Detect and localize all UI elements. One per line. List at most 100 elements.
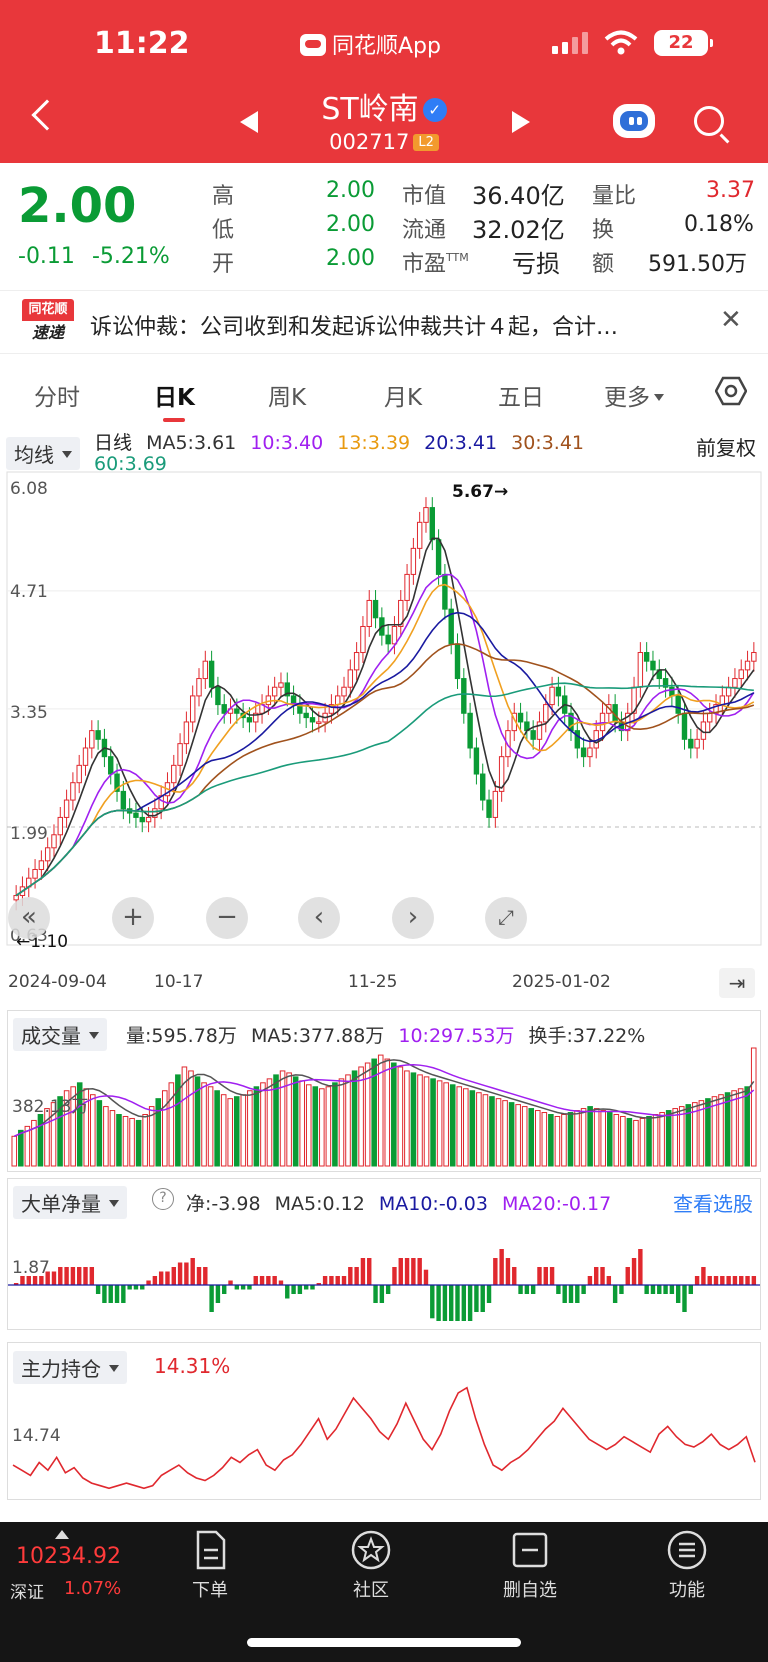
volume-bar [201,1082,207,1167]
jump-latest-icon[interactable]: ⇥ [719,968,755,998]
zoom-in-button[interactable]: + [112,897,154,939]
net-order-bar [240,1285,246,1290]
volume-bar [665,1110,672,1167]
volume-bar [70,1086,76,1167]
bigorder-indicator-select[interactable]: 大单净量 [13,1186,127,1219]
nav-community[interactable]: 社区 [316,1528,426,1602]
volume-bar [31,1119,37,1167]
price-change: -0.11 -5.21% [18,244,170,269]
net-order-bar [556,1285,561,1294]
kline-chart[interactable] [0,0,768,1520]
candle-body [328,704,335,714]
nav-remove-watchlist[interactable]: 删自选 [475,1528,585,1602]
nav-remove-watchlist-label: 删自选 [503,1580,557,1601]
net-order-bar [398,1258,403,1285]
help-icon[interactable]: ? [152,1188,174,1210]
candle-body [347,669,354,688]
volume-indicator-select[interactable]: 成交量 [13,1018,107,1051]
order-icon [196,1530,226,1570]
volume-tick: 382.13万 [12,1097,89,1117]
nav-order[interactable]: 下单 [155,1528,265,1602]
nav-functions[interactable]: 功能 [632,1528,742,1602]
y-tick-label: 6.08 [10,479,48,499]
news-text[interactable]: 诉讼仲裁：公司收到和发起诉讼仲裁共计４起，合计… [90,315,619,340]
next-stock-icon[interactable] [512,111,530,133]
ma5-value: MA5:3.61 [146,432,237,454]
volume-bar [142,1114,148,1167]
volume-bar [489,1096,495,1167]
volume-bar [18,1129,24,1167]
index-percent[interactable]: 1.07% [64,1578,122,1599]
index-value[interactable]: 10234.92 [16,1544,121,1569]
volume-bar [247,1090,253,1167]
pan-left-button[interactable]: ‹ [298,897,340,939]
view-screener-link[interactable]: 查看选股 [673,1192,753,1216]
volume-ratio-value: 3.37 [706,178,755,203]
level2-badge: L2 [413,134,439,151]
tab-intraday[interactable]: 分时 [34,385,80,411]
search-icon[interactable] [694,106,724,136]
volume-bar [122,1115,129,1167]
close-icon[interactable]: ✕ [720,305,742,335]
indicator-select[interactable]: 均线 [6,437,80,470]
robot-assistant-icon[interactable] [613,104,655,138]
net-order-bar [385,1285,391,1294]
net-order-bar [222,1285,227,1294]
volume-bar [443,1082,449,1167]
fullscreen-icon[interactable]: ⤢ [485,897,527,939]
index-name[interactable]: 深证 [10,1583,44,1603]
ma60-line [15,682,754,897]
net-order-bar [196,1267,202,1285]
x-tick-label: 2024-09-04 [8,972,107,992]
net-order-bar [45,1271,50,1285]
volume-bar [554,1115,561,1167]
news-logo-bottom: 速递 [31,323,64,342]
candle-body [725,686,732,697]
net-order-bar [467,1285,473,1321]
pan-right-button[interactable]: › [392,897,434,939]
volume-ma5-line [13,1059,755,1137]
candle-body [675,695,681,714]
wifi-icon [604,30,638,62]
volume-bar [639,1117,646,1167]
chart-settings-icon[interactable] [715,376,747,406]
shrink-icon[interactable]: « [8,897,50,939]
candle-body [89,730,95,749]
net-order-bar [587,1276,593,1285]
news-ticker[interactable]: 同花顺 速递 诉讼仲裁：公司收到和发起诉讼仲裁共计４起，合计… ✕ [0,290,768,354]
holding-indicator-select[interactable]: 主力持仓 [13,1351,127,1384]
home-indicator[interactable] [247,1638,521,1647]
tab-daily-k[interactable]: 日K [154,385,195,411]
zoom-out-button[interactable]: − [206,897,248,939]
mktcap-value: 36.40亿 [472,182,565,210]
net-order-bar [177,1262,183,1285]
net-order-bar [234,1285,240,1290]
volume-bar [377,1054,384,1167]
prev-stock-icon[interactable] [240,111,258,133]
candle-body [271,686,278,697]
battery-icon: 22 [654,30,713,56]
news-logo: 同花顺 速递 [22,299,74,345]
tab-more[interactable]: 更多 [604,378,664,412]
candle-body [707,712,713,723]
candle-body [95,730,101,740]
volume-bar [364,1062,371,1167]
tab-weekly-k[interactable]: 周K [268,385,307,411]
volume-bar [463,1088,469,1167]
volume-bar [417,1074,423,1167]
signal-icon [552,32,592,54]
adjust-toggle[interactable]: 前复权 [696,436,756,460]
volume-bar [319,1088,325,1167]
y-tick-label: 4.71 [10,582,48,602]
net-order-bar [184,1262,189,1285]
holding-panel [7,1342,761,1500]
candle-body [38,860,45,870]
tab-five-day[interactable]: 五日 [498,385,544,411]
volume-bar [168,1082,175,1167]
volume-bar [214,1090,220,1167]
net-order-bar [707,1276,712,1285]
volume-bar [181,1066,188,1167]
volume-bar [161,1090,168,1167]
pe-label: 市盈TTM [402,246,469,278]
tab-monthly-k[interactable]: 月K [384,385,423,411]
